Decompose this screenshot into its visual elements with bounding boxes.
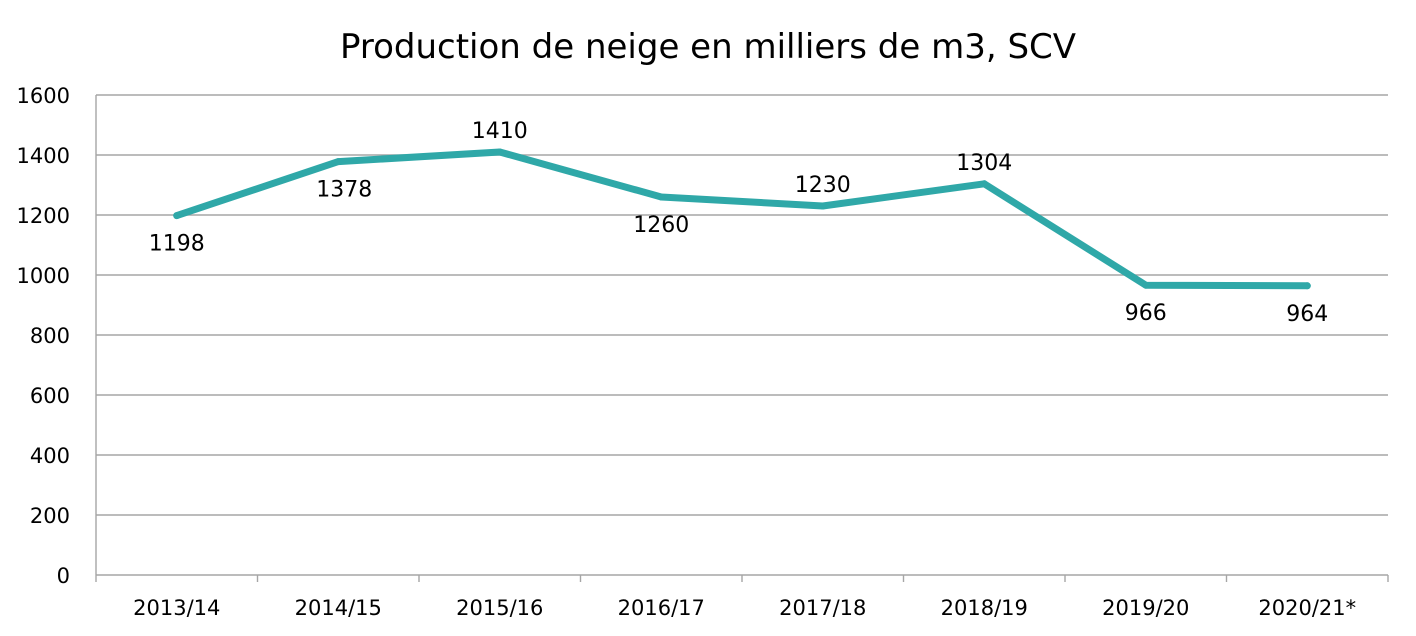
data-point: [657, 193, 665, 201]
data-label: 1230: [795, 173, 851, 198]
data-label: 964: [1286, 302, 1328, 327]
x-tick-label: 2019/20: [1102, 596, 1189, 620]
x-tick-label: 2017/18: [779, 596, 866, 620]
y-tick-label: 1200: [17, 204, 70, 228]
data-point: [334, 158, 342, 166]
x-tick-label: 2016/17: [618, 596, 705, 620]
data-point: [173, 212, 181, 220]
data-point: [1303, 282, 1311, 290]
y-tick-label: 1600: [17, 84, 70, 108]
y-tick-label: 200: [30, 504, 70, 528]
y-tick-label: 0: [57, 564, 70, 588]
x-tick-label: 2014/15: [295, 596, 382, 620]
y-tick-label: 800: [30, 324, 70, 348]
chart-title: Production de neige en milliers de m3, S…: [340, 27, 1076, 67]
x-axis: 2013/14 2014/15 2015/16 2016/17 2017/18 2018/…: [95, 574, 1389, 620]
data-label: 1304: [956, 151, 1012, 176]
data-label: 1410: [472, 119, 528, 144]
data-label: 1260: [633, 213, 689, 238]
x-tick-label: 2018/19: [941, 596, 1028, 620]
x-tick-label: 2013/14: [133, 596, 220, 620]
data-label: 1198: [149, 232, 205, 257]
gridlines: [96, 94, 1388, 516]
data-label: 1378: [316, 178, 372, 203]
data-point: [819, 202, 827, 210]
y-tick-label: 1400: [17, 144, 70, 168]
y-tick-label: 600: [30, 384, 70, 408]
y-axis: 0 200 400 600 800 1000 1200 1400 1600: [17, 84, 97, 588]
x-tick-label: 2015/16: [456, 596, 543, 620]
data-point: [980, 180, 988, 188]
data-labels: 1198 1378 1410 1260 1230 1304 966 964: [149, 119, 1329, 327]
data-point: [496, 148, 504, 156]
series-line: [173, 148, 1311, 290]
data-label: 966: [1125, 301, 1167, 326]
x-tick-label: 2020/21*: [1258, 596, 1356, 620]
data-point: [1142, 281, 1150, 289]
series-line-group: [173, 148, 1311, 290]
y-tick-label: 400: [30, 444, 70, 468]
y-tick-label: 1000: [17, 264, 70, 288]
